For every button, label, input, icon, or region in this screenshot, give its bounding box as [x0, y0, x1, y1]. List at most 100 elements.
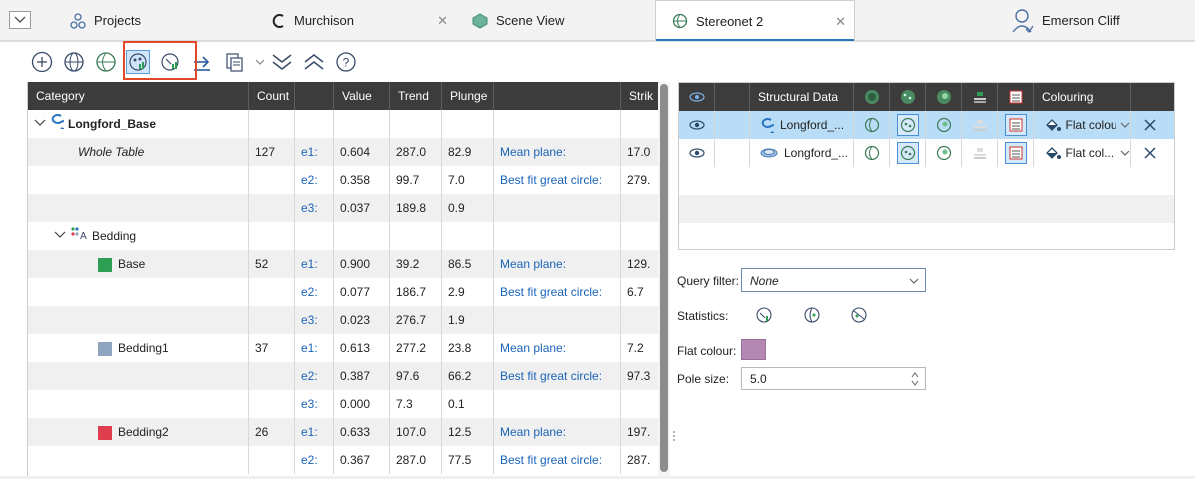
header-count[interactable]: Count: [249, 82, 295, 110]
cell-trend: 7.3: [390, 390, 442, 418]
table-row[interactable]: Longford_... Flat col...: [679, 139, 1174, 167]
great-circle-icon[interactable]: [850, 306, 868, 327]
cell-label[interactable]: [494, 390, 621, 418]
table-row[interactable]: e2: 0.367 287.0 77.5 Best fit great circle: 2…: [28, 446, 658, 474]
category-colour-swatch[interactable]: [98, 341, 112, 356]
tab-projects[interactable]: Projects: [70, 0, 260, 41]
header-plunge[interactable]: Plunge: [442, 82, 494, 110]
close-icon[interactable]: ✕: [835, 14, 846, 29]
histogram-toggle[interactable]: [962, 139, 998, 167]
category-colour-swatch[interactable]: [98, 425, 112, 440]
visibility-header[interactable]: [679, 83, 715, 111]
cell-label[interactable]: [494, 194, 621, 222]
expand-chevron-icon[interactable]: [54, 222, 70, 250]
cell-trend: [390, 110, 442, 138]
tab-stereonet-2[interactable]: Stereonet 2 ✕: [655, 0, 855, 41]
statistics-toggle[interactable]: [890, 139, 926, 167]
table-row[interactable]: A Bedding: [28, 222, 658, 250]
expand-all-icon[interactable]: [270, 50, 294, 74]
category-label: Whole Table: [78, 145, 145, 159]
tab-scene-view[interactable]: Scene View: [472, 0, 642, 41]
globe-icon[interactable]: [62, 50, 86, 74]
pole-size-input[interactable]: 5.0: [741, 367, 926, 390]
visibility-toggle[interactable]: [679, 111, 715, 139]
mean-plane-icon[interactable]: [803, 306, 821, 327]
cell-count: [249, 362, 295, 390]
contours-column-icon[interactable]: [926, 83, 962, 111]
header-label[interactable]: [494, 82, 621, 110]
query-filter-select[interactable]: None: [741, 268, 926, 292]
cell-label[interactable]: Best fit great circle:: [494, 362, 621, 390]
legend-column-icon[interactable]: [998, 83, 1034, 111]
table-row[interactable]: Bedding1 37 e1: 0.613 277.2 23.8 Mean plane: 7.…: [28, 334, 658, 362]
vertical-scrollbar[interactable]: [658, 82, 670, 476]
cell-trend: 287.0: [390, 138, 442, 166]
cell-label[interactable]: Best fit great circle:: [494, 166, 621, 194]
spinner-arrows-icon[interactable]: [911, 371, 919, 387]
poles-toggle[interactable]: [854, 139, 890, 167]
contours-toggle[interactable]: [926, 139, 962, 167]
cell-strike: [621, 306, 658, 334]
table-row[interactable]: Longford_... Flat colour...: [679, 111, 1174, 139]
scrollbar-thumb[interactable]: [660, 84, 668, 472]
colouring-select[interactable]: Flat colour...: [1034, 111, 1131, 139]
flat-colour-swatch[interactable]: [741, 339, 766, 360]
visibility-toggle[interactable]: [679, 139, 715, 167]
table-row[interactable]: Whole Table 127 e1: 0.604 287.0 82.9 Mean plan…: [28, 138, 658, 166]
cell-label[interactable]: [494, 110, 621, 138]
add-icon[interactable]: [30, 50, 54, 74]
copy-icon[interactable]: [222, 50, 246, 74]
table-row[interactable]: e3: 0.037 189.8 0.9: [28, 194, 658, 222]
expand-chevron-icon[interactable]: [34, 110, 50, 138]
chevron-down-icon[interactable]: [254, 50, 266, 74]
tab-list-dropdown[interactable]: [9, 11, 31, 29]
table-row[interactable]: Base 52 e1: 0.900 39.2 86.5 Mean plane: 129.: [28, 250, 658, 278]
cell-label[interactable]: Best fit great circle:: [494, 278, 621, 306]
splitter-handle[interactable]: [672, 82, 676, 476]
show-statistics-icon[interactable]: [126, 50, 150, 74]
cell-label[interactable]: Best fit great circle:: [494, 446, 621, 474]
category-colour-swatch[interactable]: [98, 257, 112, 272]
table-row[interactable]: e3: 0.000 7.3 0.1: [28, 390, 658, 418]
cell-label[interactable]: [494, 306, 621, 334]
header-colouring[interactable]: Colouring: [1034, 83, 1131, 111]
cell-label[interactable]: Mean plane:: [494, 418, 621, 446]
collapse-all-icon[interactable]: [302, 50, 326, 74]
header-trend[interactable]: Trend: [390, 82, 442, 110]
user-account[interactable]: Emerson Cliff: [1012, 0, 1120, 41]
cell-label[interactable]: [494, 222, 621, 250]
table-row[interactable]: e3: 0.023 276.7 1.9: [28, 306, 658, 334]
stereonet-icon: [864, 117, 879, 133]
poles-toggle[interactable]: [854, 111, 890, 139]
header-eigen[interactable]: [295, 82, 334, 110]
statistics-settings-icon[interactable]: [755, 306, 773, 327]
help-icon[interactable]: ?: [334, 50, 358, 74]
header-category[interactable]: Category: [28, 82, 249, 110]
legend-toggle[interactable]: [998, 139, 1034, 167]
table-row[interactable]: e2: 0.358 99.7 7.0 Best fit great circle: 279…: [28, 166, 658, 194]
histogram-toggle[interactable]: [962, 111, 998, 139]
cell-label[interactable]: Mean plane:: [494, 334, 621, 362]
contours-toggle[interactable]: [926, 111, 962, 139]
header-structural-data[interactable]: Structural Data: [750, 83, 854, 111]
table-row[interactable]: e2: 0.077 186.7 2.9 Best fit great circle: 6.…: [28, 278, 658, 306]
table-row[interactable]: Longford_Base: [28, 110, 658, 138]
cell-label[interactable]: Mean plane:: [494, 250, 621, 278]
cell-label[interactable]: Mean plane:: [494, 138, 621, 166]
poles-column-icon[interactable]: [854, 83, 890, 111]
colouring-select[interactable]: Flat col...: [1034, 139, 1131, 167]
header-strike[interactable]: Strik: [621, 82, 658, 110]
stereonet-icon[interactable]: [94, 50, 118, 74]
close-icon[interactable]: ✕: [437, 13, 448, 28]
statistics-toggle[interactable]: [890, 111, 926, 139]
header-value[interactable]: Value: [334, 82, 390, 110]
remove-button[interactable]: [1131, 111, 1169, 139]
legend-toggle[interactable]: [998, 111, 1034, 139]
table-row[interactable]: Bedding2 26 e1: 0.633 107.0 12.5 Mean plane: 19…: [28, 418, 658, 446]
remove-button[interactable]: [1131, 139, 1169, 167]
table-row[interactable]: e2: 0.387 97.6 66.2 Best fit great circle: 97…: [28, 362, 658, 390]
statistics-column-icon[interactable]: [890, 83, 926, 111]
histogram-column-icon[interactable]: [962, 83, 998, 111]
statistics-settings-icon[interactable]: [158, 50, 182, 74]
tab-murchison[interactable]: Murchison ✕: [272, 0, 462, 41]
